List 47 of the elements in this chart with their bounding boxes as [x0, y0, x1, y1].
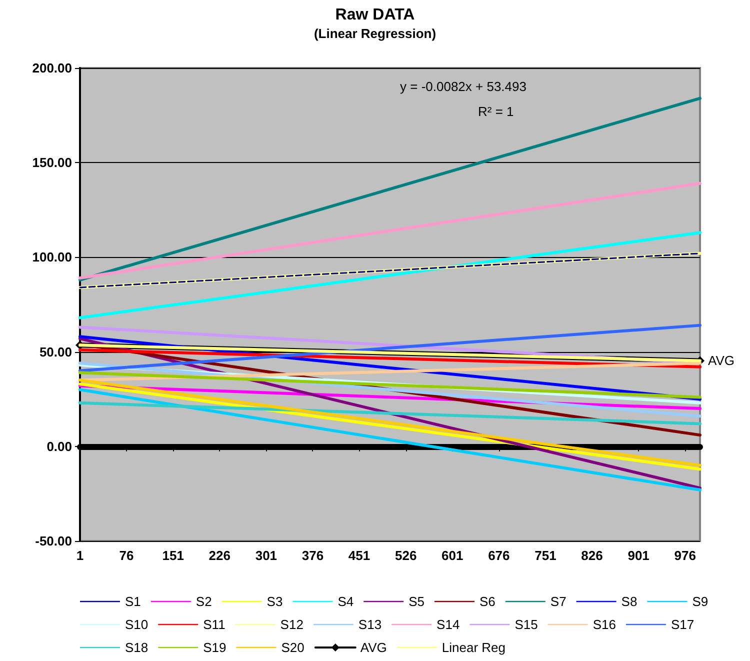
- legend-label: S6: [480, 594, 496, 609]
- legend-label: S2: [196, 594, 212, 609]
- legend-label: S14: [436, 617, 460, 632]
- legend-label: S8: [621, 594, 638, 609]
- x-tick-label: 751: [534, 548, 556, 563]
- chart-subtitle: (Linear Regression): [314, 26, 436, 41]
- y-tick-label: 100.00: [32, 250, 72, 265]
- y-tick-label: 200.00: [32, 60, 72, 76]
- x-tick-label: 451: [348, 548, 370, 563]
- legend-label: AVG: [360, 640, 387, 655]
- x-tick-label: 976: [674, 548, 696, 563]
- y-tick-label: 50.00: [39, 344, 72, 360]
- legend-label: S11: [203, 617, 226, 632]
- legend-label: S7: [550, 594, 566, 609]
- legend-label: S12: [280, 617, 304, 632]
- legend-label: S10: [125, 617, 148, 632]
- x-tick-label: 376: [302, 548, 324, 563]
- legend-label: S15: [514, 617, 538, 632]
- y-tick-label: -50.00: [35, 534, 72, 548]
- chart-title: Raw DATA: [335, 6, 416, 24]
- annotation: y = -0.0082x + 53.493: [400, 79, 526, 94]
- x-tick-label: 151: [162, 548, 184, 563]
- legend-label: S1: [125, 594, 141, 609]
- legend-label: S17: [670, 617, 694, 632]
- legend-label: S13: [358, 617, 382, 632]
- legend-label: S4: [338, 594, 354, 609]
- x-tick-label: 301: [255, 548, 278, 563]
- x-tick-label: 901: [628, 548, 650, 563]
- text: AVG: [708, 353, 734, 368]
- legend-label: S3: [266, 594, 283, 609]
- x-tick-label: 76: [119, 548, 134, 563]
- legend-label: Linear Reg: [442, 640, 506, 655]
- x-tick-label: 601: [442, 548, 464, 563]
- legend-label: S19: [203, 640, 226, 655]
- legend-label: S16: [592, 617, 616, 632]
- y-tick-label: 0.00: [46, 438, 72, 454]
- annotation: R² = 1: [478, 104, 514, 119]
- legend-label: S5: [408, 594, 425, 609]
- legend-label: S20: [281, 640, 304, 655]
- x-tick-label: 676: [488, 548, 510, 563]
- x-tick-label: 1: [76, 548, 84, 563]
- x-tick-label: 826: [581, 548, 603, 563]
- legend-label: S18: [125, 640, 148, 655]
- y-tick-label: 150.00: [32, 155, 72, 170]
- x-tick-label: 526: [394, 548, 417, 563]
- legend-label: S9: [692, 594, 708, 609]
- x-tick-label: 226: [208, 548, 230, 563]
